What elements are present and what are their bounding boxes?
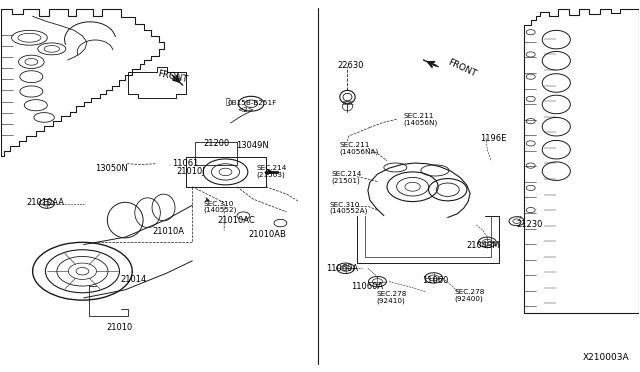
Text: FRONT: FRONT bbox=[157, 69, 189, 84]
Text: SEC.278: SEC.278 bbox=[376, 291, 406, 297]
Text: 0B15B-B251F: 0B15B-B251F bbox=[227, 100, 276, 106]
Text: 21010AB: 21010AB bbox=[248, 230, 286, 239]
Text: (92400): (92400) bbox=[454, 295, 483, 302]
Text: (140552A): (140552A) bbox=[330, 208, 368, 214]
Text: Ⓑ: Ⓑ bbox=[225, 97, 230, 106]
Text: SEC.214: SEC.214 bbox=[332, 171, 362, 177]
Text: SEC.310: SEC.310 bbox=[204, 201, 234, 207]
Text: (21501): (21501) bbox=[332, 177, 360, 184]
Text: FRONT: FRONT bbox=[447, 58, 478, 78]
Text: (21503): (21503) bbox=[256, 171, 285, 178]
Text: X210003A: X210003A bbox=[583, 353, 630, 362]
Text: SEC.310: SEC.310 bbox=[330, 202, 360, 208]
Text: SEC.211: SEC.211 bbox=[339, 142, 369, 148]
Text: (92410): (92410) bbox=[376, 298, 405, 304]
Text: 11061: 11061 bbox=[172, 159, 198, 168]
Text: 21010AC: 21010AC bbox=[218, 216, 255, 225]
Text: 21010A: 21010A bbox=[153, 227, 185, 236]
Text: 13049N: 13049N bbox=[236, 141, 268, 150]
Text: (140552): (140552) bbox=[204, 206, 237, 213]
Text: 1196E: 1196E bbox=[479, 134, 506, 143]
Text: 21049M: 21049M bbox=[467, 241, 500, 250]
Text: SEC.278: SEC.278 bbox=[454, 289, 484, 295]
Text: 11060A: 11060A bbox=[326, 264, 358, 273]
Text: 21010AA: 21010AA bbox=[26, 198, 64, 207]
Text: <2>: <2> bbox=[237, 107, 254, 113]
Text: 21010J: 21010J bbox=[176, 167, 205, 176]
Text: (14056N): (14056N) bbox=[403, 119, 437, 125]
Text: SEC.211: SEC.211 bbox=[403, 113, 433, 119]
Text: 21200: 21200 bbox=[204, 139, 230, 148]
Text: 21014: 21014 bbox=[121, 275, 147, 284]
Text: 22630: 22630 bbox=[338, 61, 364, 70]
Text: 21010: 21010 bbox=[106, 323, 132, 332]
Text: (14056NA): (14056NA) bbox=[339, 149, 378, 155]
Text: 11060A: 11060A bbox=[351, 282, 383, 291]
Text: 21230: 21230 bbox=[516, 221, 543, 230]
Text: SEC.214: SEC.214 bbox=[256, 165, 287, 171]
Text: 11060: 11060 bbox=[422, 276, 449, 285]
Text: 13050N: 13050N bbox=[95, 164, 128, 173]
